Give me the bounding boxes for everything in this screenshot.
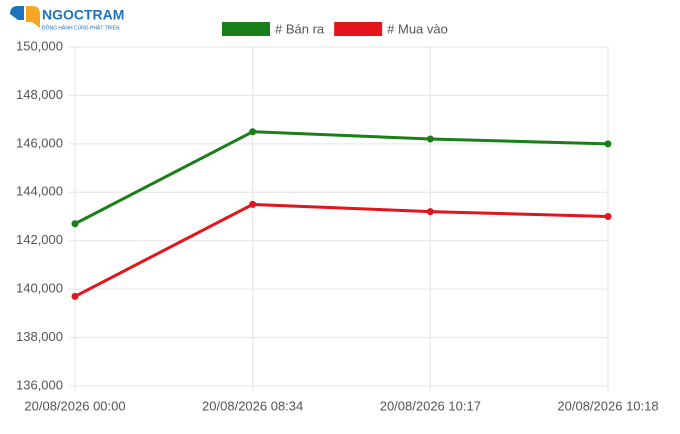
data-point	[249, 128, 257, 136]
data-point	[249, 200, 257, 208]
x-tick-label: 20/08/2026 10:18	[557, 398, 658, 413]
logo-icon	[26, 6, 40, 28]
y-tick-label: 138,000	[16, 329, 63, 344]
data-point	[604, 213, 612, 220]
legend-label: # Mua vào	[387, 21, 448, 36]
data-point	[71, 220, 79, 228]
y-tick-label: 146,000	[16, 135, 63, 150]
series-line	[74, 202, 609, 298]
y-tick-label: 144,000	[16, 184, 63, 199]
y-tick-label: 140,000	[16, 281, 63, 296]
logo-name: NGOCTRAM	[42, 7, 124, 23]
legend-swatch	[222, 22, 270, 36]
logo-tagline: ĐỒNG HÀNH CÙNG PHÁT TRIỂN	[42, 24, 120, 31]
y-tick-label: 148,000	[16, 87, 63, 102]
data-point	[426, 135, 434, 143]
y-tick-label: 150,000	[16, 38, 63, 53]
legend-label: # Bán ra	[275, 21, 325, 36]
y-tick-label: 142,000	[16, 232, 63, 247]
x-tick-label: 20/08/2026 08:34	[202, 398, 303, 413]
data-point	[604, 140, 612, 148]
series-line	[74, 130, 609, 226]
logo: NGOCTRAM ĐỒNG HÀNH CÙNG PHÁT TRIỂN	[10, 6, 124, 31]
y-tick-label: 136,000	[16, 377, 63, 392]
logo-icon	[10, 6, 24, 20]
legend-swatch	[334, 22, 383, 36]
x-tick-label: 20/08/2026 00:00	[24, 398, 125, 413]
data-point	[426, 208, 434, 216]
data-point	[71, 292, 79, 300]
x-tick-label: 20/08/2026 10:17	[380, 398, 481, 413]
